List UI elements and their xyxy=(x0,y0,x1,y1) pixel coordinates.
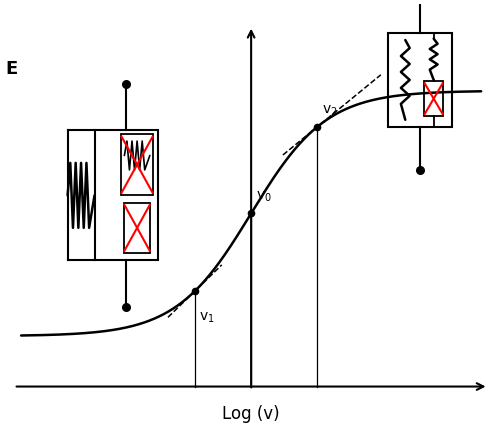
Text: $\mathrm{v_0}$: $\mathrm{v_0}$ xyxy=(256,190,272,205)
Bar xyxy=(388,33,452,127)
Bar xyxy=(424,81,443,116)
Text: $\mathrm{v_1}$: $\mathrm{v_1}$ xyxy=(199,311,215,325)
Text: $\mathrm{v_2}$: $\mathrm{v_2}$ xyxy=(322,104,337,118)
Bar xyxy=(124,202,150,253)
Bar xyxy=(94,131,158,260)
Text: E: E xyxy=(5,60,18,78)
Text: Log (v): Log (v) xyxy=(222,405,280,423)
Bar xyxy=(121,134,153,195)
